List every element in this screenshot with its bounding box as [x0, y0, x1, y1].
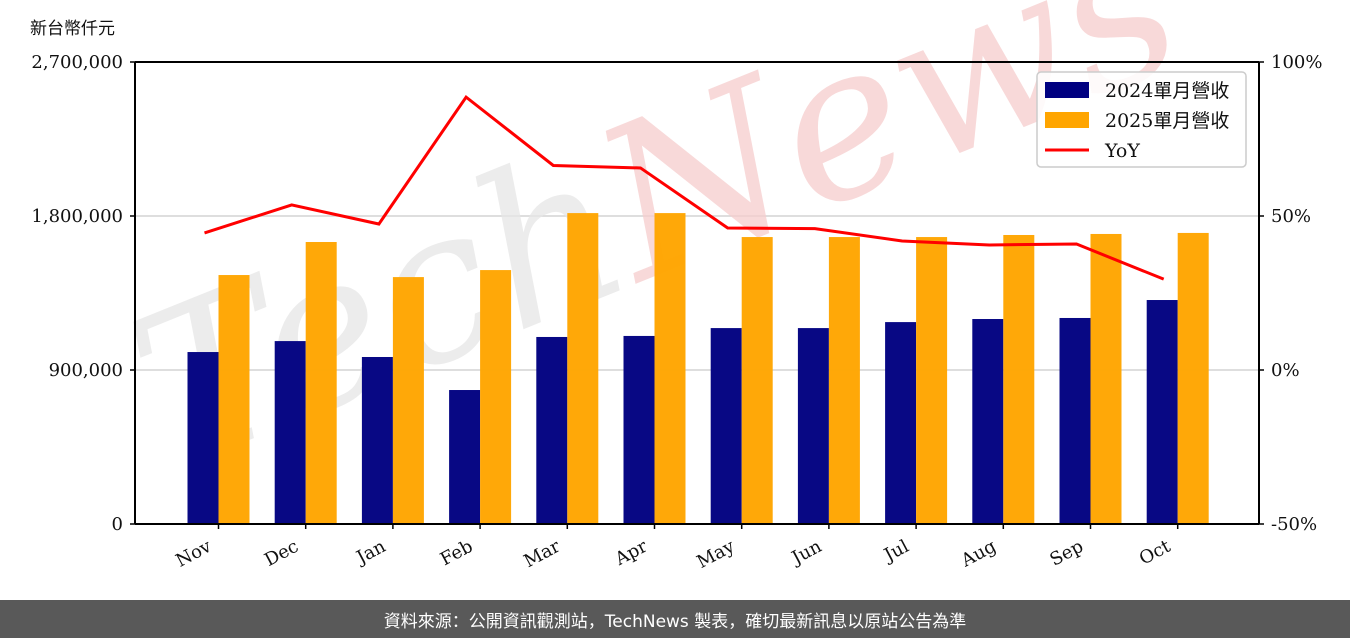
bar-2025-apr — [654, 213, 686, 524]
x-tick-label-aug: Aug — [957, 536, 1000, 572]
x-tick-label-apr: Apr — [611, 536, 651, 571]
bar-2025-may — [741, 237, 773, 524]
y2-tick-label: 100% — [1271, 52, 1322, 73]
source-footer: 資料來源：公開資訊觀測站，TechNews 製表，確切最新訊息以原站公告為準 — [0, 600, 1350, 638]
bar-2025-jan — [392, 277, 424, 524]
x-tick-label-sep: Sep — [1047, 536, 1087, 571]
bar-2024-oct — [1146, 300, 1178, 524]
y-tick-label: 2,700,000 — [31, 52, 123, 73]
bar-2025-dec — [305, 242, 337, 524]
x-tick-label-feb: Feb — [437, 536, 477, 570]
bar-2024-sep — [1059, 317, 1091, 524]
bar-2024-jun — [797, 328, 829, 524]
source-text: 資料來源：公開資訊觀測站，TechNews 製表，確切最新訊息以原站公告為準 — [383, 611, 967, 632]
bar-2025-jul — [916, 237, 948, 524]
legend-box — [1036, 71, 1247, 168]
y-tick-label: 900,000 — [49, 360, 123, 381]
revenue-chart: TechNews0900,0001,800,0002,700,000-50%0%… — [31, 0, 1322, 573]
y-tick-label: 1,800,000 — [31, 206, 123, 227]
bar-2025-aug — [1003, 234, 1035, 524]
y2-tick-label: 0% — [1271, 360, 1300, 381]
legend-label-0: 2024單月營收 — [1105, 80, 1229, 102]
x-tick-label-jan: Jan — [352, 536, 390, 570]
legend-label-1: 2025單月營收 — [1105, 110, 1229, 132]
bar-2025-mar — [567, 213, 599, 524]
x-tick-label-dec: Dec — [261, 536, 302, 571]
x-tick-label-jul: Jul — [879, 536, 913, 567]
x-tick-label-oct: Oct — [1136, 536, 1175, 570]
legend-swatch-0 — [1045, 82, 1089, 98]
yoy-line — [204, 94, 1165, 281]
legend-label-2: YoY — [1104, 140, 1140, 162]
y2-tick-label: -50% — [1271, 514, 1317, 535]
x-tick-label-jun: Jun — [787, 536, 826, 570]
bar-2024-apr — [623, 335, 655, 524]
bar-2025-feb — [480, 270, 512, 524]
bar-2024-jul — [885, 322, 917, 524]
bar-2024-feb — [449, 390, 481, 524]
y-axis-unit-label: 新台幣仟元 — [30, 19, 115, 39]
y-tick-label: 0 — [112, 514, 123, 535]
bar-2025-nov — [218, 275, 250, 524]
legend-swatch-1 — [1045, 112, 1089, 128]
y2-tick-label: 50% — [1271, 206, 1311, 227]
bar-2024-may — [710, 328, 742, 524]
bar-2025-oct — [1177, 232, 1209, 524]
bar-2024-aug — [972, 319, 1004, 524]
bar-2024-mar — [536, 336, 568, 524]
x-tick-label-may: May — [693, 535, 738, 572]
bar-2024-jan — [361, 356, 393, 524]
bar-2025-sep — [1090, 233, 1122, 524]
bar-2024-nov — [187, 352, 219, 524]
x-tick-label-mar: Mar — [520, 536, 564, 572]
bar-2024-dec — [274, 341, 306, 524]
bar-2025-jun — [828, 237, 860, 524]
x-tick-label-nov: Nov — [173, 535, 216, 571]
